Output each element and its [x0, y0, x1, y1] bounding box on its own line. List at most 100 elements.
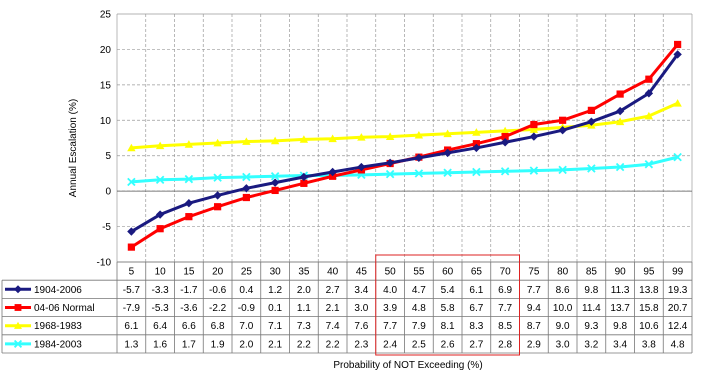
data-point — [472, 128, 481, 136]
data-point — [615, 106, 625, 116]
data-point — [530, 120, 538, 129]
table-cell: 4.0 — [383, 285, 397, 296]
data-point — [644, 89, 654, 98]
table-row: 1904-2006 -5.7 -3.3 -1.7 -0.6 0.4 1.2 2.0 2.7 3.4… — [5, 285, 688, 296]
series-line — [131, 101, 679, 150]
table-cell: 3.4 — [354, 285, 368, 296]
data-point — [644, 111, 654, 120]
x-tick-label: 50 — [385, 266, 397, 277]
table-cell: 3.0 — [556, 339, 570, 350]
table-cell: 2.2 — [297, 339, 311, 350]
table-cell: 8.6 — [556, 285, 570, 296]
x-tick-label: 35 — [298, 266, 310, 277]
table-cell: 12.4 — [668, 321, 688, 332]
table-cell: 1.6 — [153, 339, 167, 350]
table-row: 1968-1983 6.1 6.4 6.6 6.8 7.0 7.1 7.3 7.4 7.6 7.7 7… — [5, 321, 688, 332]
data-point — [587, 164, 596, 173]
table-cell: 3.8 — [642, 339, 656, 350]
table-cell: -7.9 — [123, 303, 141, 314]
table-cell: 1.1 — [297, 303, 311, 314]
table-cell: 7.0 — [239, 321, 253, 332]
data-point — [385, 169, 395, 179]
table-cell: 2.1 — [326, 303, 340, 314]
data-point — [184, 140, 194, 148]
x-tick-label: 20 — [212, 266, 224, 277]
data-point — [615, 117, 625, 126]
table-cell: 7.7 — [527, 285, 541, 296]
x-tick-label: 99 — [672, 266, 684, 277]
data-table: 5 10 15 20 25 30 35 40 45 50 55 60 65 70 75 80 85 90 95 99 1… — [1, 261, 693, 354]
table-cell: 3.2 — [584, 339, 598, 350]
table-cell: 9.0 — [556, 321, 570, 332]
data-point — [155, 175, 165, 185]
data-point — [501, 132, 509, 141]
x-tick-label: 65 — [471, 266, 483, 277]
table-cell: 13.7 — [610, 303, 630, 314]
data-point — [673, 99, 682, 107]
data-point — [127, 143, 136, 152]
table-cell: 11.3 — [611, 285, 630, 296]
data-point — [500, 138, 510, 147]
legend-label: 1904-2006 — [34, 285, 82, 296]
table-cell: 7.9 — [412, 321, 426, 332]
y-tick-label: 15 — [100, 80, 112, 91]
table-row: 04-06 Normal -7.9 -5.3 -3.6 -2.2 -0.9 0.1 1.1 2.… — [5, 303, 688, 314]
table-cell: 11.4 — [582, 303, 601, 314]
data-point — [472, 143, 481, 153]
table-cell: 20.7 — [668, 303, 688, 314]
table-cell: 1.2 — [268, 285, 282, 296]
table-cell: 8.3 — [469, 321, 483, 332]
data-point — [587, 106, 595, 114]
table-cell: -5.7 — [123, 285, 141, 296]
table-cell: 9.8 — [613, 321, 627, 332]
x-tick-label: 25 — [241, 266, 253, 277]
data-point — [414, 169, 424, 178]
data-point — [443, 168, 452, 177]
data-point — [414, 130, 424, 139]
data-point — [242, 193, 250, 202]
x-tick-label: 80 — [557, 266, 569, 277]
data-point — [242, 172, 251, 182]
x-axis-title: Probability of NOT Exceeding (%) — [333, 360, 482, 371]
data-point — [14, 285, 22, 294]
data-point — [472, 140, 480, 148]
table-cell: 2.0 — [239, 339, 253, 350]
table-cell: 9.3 — [584, 321, 598, 332]
data-point — [156, 225, 164, 233]
table-cell: 1.7 — [182, 339, 196, 350]
table-cell: 1.9 — [211, 339, 225, 350]
table-cell: -5.3 — [152, 303, 170, 314]
table-cell: 2.7 — [469, 339, 483, 350]
table-cell: 2.0 — [297, 285, 311, 296]
series-layer — [127, 40, 682, 251]
x-tick-label: 85 — [586, 266, 598, 277]
data-point — [558, 165, 567, 175]
data-point — [673, 152, 682, 162]
data-point — [529, 132, 539, 141]
x-tick-label: 40 — [327, 266, 339, 277]
series-line — [131, 155, 678, 184]
table-cell: 6.1 — [469, 285, 483, 296]
table-cell: 6.7 — [469, 303, 483, 314]
y-axis-ticks: -10 -5 0 5 10 15 20 25 — [97, 10, 112, 269]
data-point — [443, 148, 452, 158]
table-cell: 1.3 — [124, 339, 138, 350]
table-cell: 5.8 — [441, 303, 455, 314]
legend-label: 1984-2003 — [34, 339, 82, 350]
x-tick-label: 60 — [442, 266, 454, 277]
table-cell: 5.4 — [441, 285, 455, 296]
table-cell: 8.5 — [498, 321, 512, 332]
data-point — [673, 50, 682, 59]
table-cell: 2.8 — [498, 339, 512, 350]
x-tick-label: 10 — [155, 266, 167, 277]
table-cell: 3.0 — [354, 303, 368, 314]
data-point — [185, 213, 193, 221]
data-point — [242, 137, 251, 145]
data-point — [155, 141, 165, 150]
data-point — [385, 158, 395, 167]
data-point — [300, 179, 308, 187]
table-cell: 7.7 — [498, 303, 512, 314]
data-point — [184, 174, 194, 184]
x-tick-label: 75 — [528, 266, 540, 277]
table-cell: 13.8 — [639, 285, 659, 296]
